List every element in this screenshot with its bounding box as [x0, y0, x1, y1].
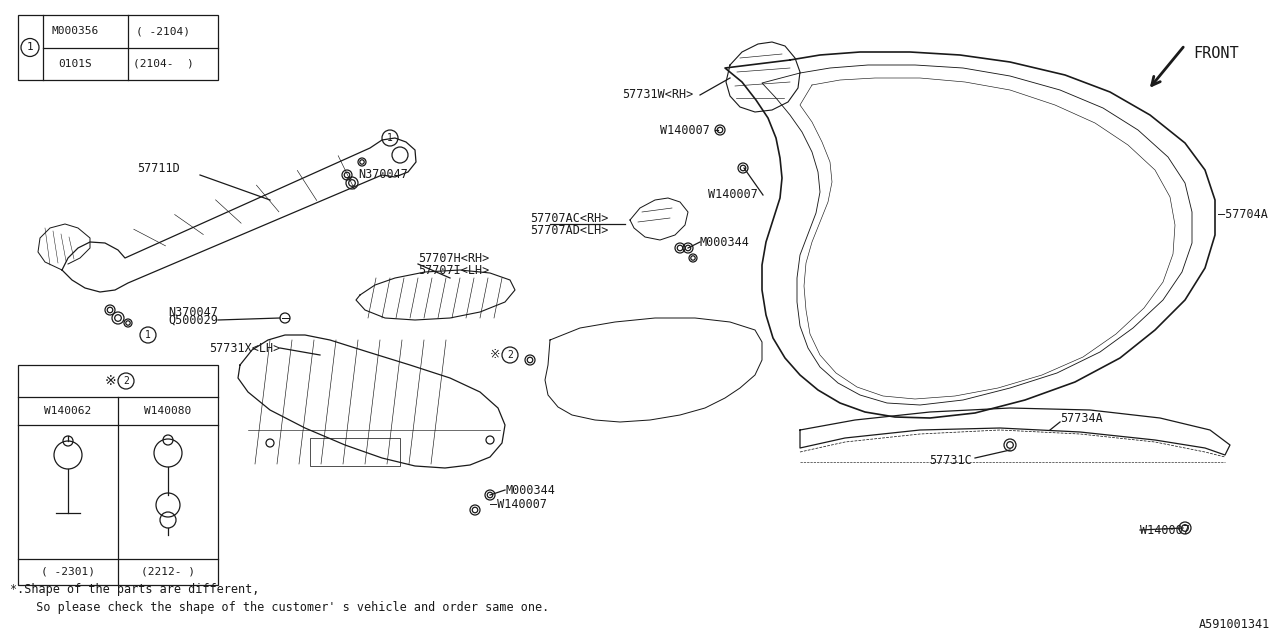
Text: —W140007: —W140007 — [490, 499, 547, 511]
Text: 57731W<RH>: 57731W<RH> — [622, 88, 694, 102]
Text: 1: 1 — [27, 42, 33, 52]
Text: ※: ※ — [104, 374, 115, 388]
Text: ( -2104): ( -2104) — [136, 26, 189, 36]
Text: A591001341: A591001341 — [1199, 618, 1270, 632]
Text: (2104-  ): (2104- ) — [133, 59, 193, 68]
Text: W140080: W140080 — [145, 406, 192, 416]
Text: W140007: W140007 — [708, 189, 758, 202]
Text: 57711D: 57711D — [137, 161, 179, 175]
Text: *.Shape of the parts are different,: *.Shape of the parts are different, — [10, 584, 260, 596]
Text: M000344: M000344 — [700, 236, 750, 248]
Text: N370047: N370047 — [358, 168, 408, 182]
Text: W140007: W140007 — [1140, 524, 1190, 536]
Text: ※: ※ — [489, 349, 500, 362]
Bar — [310, 438, 399, 466]
Text: 57707AD<LH>: 57707AD<LH> — [530, 223, 608, 237]
Text: M000356: M000356 — [51, 26, 99, 36]
Text: M000344: M000344 — [506, 483, 554, 497]
Text: —57704A: —57704A — [1219, 209, 1268, 221]
Text: W140007: W140007 — [660, 124, 710, 136]
Bar — [18, 15, 218, 80]
Text: W140062: W140062 — [45, 406, 92, 416]
Text: 2: 2 — [123, 376, 129, 386]
Text: 57731X<LH>: 57731X<LH> — [209, 342, 280, 355]
Text: So please check the shape of the customer' s vehicle and order same one.: So please check the shape of the custome… — [22, 602, 549, 614]
Text: 57707I<LH>: 57707I<LH> — [419, 264, 489, 276]
Text: ( -2301): ( -2301) — [41, 567, 95, 577]
Text: (2212- ): (2212- ) — [141, 567, 195, 577]
Text: 2: 2 — [507, 350, 513, 360]
Text: Q500029: Q500029 — [168, 314, 218, 326]
Text: 1: 1 — [387, 133, 393, 143]
Text: 57731C: 57731C — [929, 454, 972, 467]
Text: N370047: N370047 — [168, 305, 218, 319]
Text: FRONT: FRONT — [1193, 45, 1239, 61]
Text: 1: 1 — [145, 330, 151, 340]
Text: 57707AC<RH>: 57707AC<RH> — [530, 211, 608, 225]
Bar — [18, 365, 218, 585]
Text: 57707H<RH>: 57707H<RH> — [419, 252, 489, 264]
Text: 0101S: 0101S — [58, 59, 92, 68]
Text: 57734A: 57734A — [1060, 412, 1103, 424]
